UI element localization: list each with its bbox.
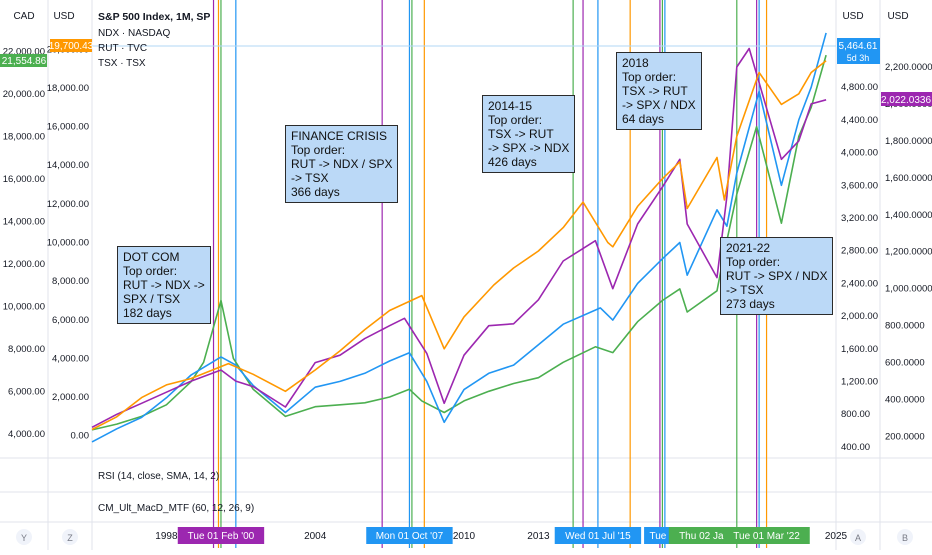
spx-price-tag: 5,464.61 xyxy=(839,41,878,52)
date-tag-bg xyxy=(554,527,642,544)
axis-tick-spx_usd: 3,600.00 xyxy=(841,180,878,191)
axis-tick-cad: 18,000.00 xyxy=(3,131,45,142)
date-tag-bg xyxy=(177,527,265,544)
annotation-2014-15[interactable]: 2014-15 Top order: TSX -> RUT -> SPX -> … xyxy=(482,95,576,173)
z-button-bg xyxy=(62,529,78,545)
annotation-dot-com[interactable]: DOT COM Top order: RUT -> NDX -> SPX / T… xyxy=(117,246,211,324)
axis-tick-ndx_usd: 14,000.00 xyxy=(47,160,89,171)
axis-tick-rut_usd: 200.0000 xyxy=(885,432,925,443)
cad-axis: 4,000.00 6,000.00 8,000.00 10,000.00 12,000.… xyxy=(3,46,45,440)
axis-tick-cad: 16,000.00 xyxy=(3,174,45,185)
axis-tick-spx_usd: 2,800.00 xyxy=(841,246,878,257)
axis-tick-spx_usd: 1,200.00 xyxy=(841,376,878,387)
axis-tick-rut_usd: 400.0000 xyxy=(885,395,925,406)
axis-tick-spx_usd: 2,000.00 xyxy=(841,311,878,322)
spx-usd-axis: 400.00 800.00 1,200.00 1,600.00 2,000.00 2,40… xyxy=(841,82,878,453)
ndx-price-tag-bg xyxy=(50,39,92,52)
date-tag: Tue 01 Mar '22 xyxy=(733,531,800,542)
axis-tick-spx_usd: 1,600.00 xyxy=(841,344,878,355)
axis-tick-cad: 14,000.00 xyxy=(3,216,45,227)
series-line-rut_usd xyxy=(91,47,827,429)
axis-tick-ndx_usd: 16,000.00 xyxy=(47,122,89,133)
date-tag: Tue 01 Feb '00 xyxy=(188,531,255,542)
axis-tick-cad: 22,000.00 xyxy=(3,46,45,57)
axis-tick-spx_usd: 4,000.00 xyxy=(841,148,878,159)
axis-tick-rut_usd: 1,200.0000 xyxy=(885,247,932,258)
usd-axis-tab[interactable]: USD xyxy=(53,11,74,22)
x-tick-label: 1998 xyxy=(155,531,178,542)
rsi-label[interactable]: RSI (14, close, SMA, 14, 2) xyxy=(98,471,219,482)
axis-tick-rut_usd: 600.0000 xyxy=(885,358,925,369)
axis-tick-rut_usd: 2,200.0000 xyxy=(885,62,932,73)
z-button[interactable]: Z xyxy=(67,533,73,543)
top-marker-lines xyxy=(212,0,768,548)
date-tag: Wed 01 Jul '15 xyxy=(565,531,631,542)
date-tag: Mon 01 Oct '07 xyxy=(376,531,444,542)
axis-tick-spx_usd: 4,400.00 xyxy=(841,115,878,126)
spx-countdown: 5d 3h xyxy=(847,53,870,63)
cad-axis-tab[interactable]: CAD xyxy=(13,11,34,22)
axis-tick-ndx_usd: 10,000.00 xyxy=(47,238,89,249)
legend-title: S&P 500 Index, 1M, SP xyxy=(98,11,210,23)
date-tag-bg xyxy=(723,527,810,544)
axis-tick-cad: 6,000.00 xyxy=(8,386,45,397)
spx-price-tag-bg xyxy=(837,38,880,64)
legend-rut: RUT · TVC xyxy=(98,43,147,54)
axis-tick-rut_usd: 1,800.0000 xyxy=(885,136,932,147)
series-line-cad xyxy=(91,60,827,431)
axis-tick-cad: 12,000.00 xyxy=(3,259,45,270)
date-tag-bg xyxy=(366,527,453,544)
usd-right-axis-tab[interactable]: USD xyxy=(842,11,863,22)
a-button-bg xyxy=(850,529,866,545)
axis-tick-spx_usd: 2,400.00 xyxy=(841,278,878,289)
axis-tick-ndx_usd: 4,000.00 xyxy=(52,353,89,364)
tsx-price-tag-bg xyxy=(0,54,47,67)
x-tick-label: 2004 xyxy=(304,531,327,542)
axis-tick-ndx_usd: 12,000.00 xyxy=(47,199,89,210)
x-tick-label: 2010 xyxy=(453,531,476,542)
legend-tsx: TSX · TSX xyxy=(98,58,146,69)
axis-tick-ndx_usd: 0.00 xyxy=(71,431,90,442)
annotation-2021-22[interactable]: 2021-22 Top order: RUT -> SPX / NDX -> T… xyxy=(720,237,834,315)
axis-tick-spx_usd: 3,200.00 xyxy=(841,213,878,224)
axis-tick-ndx_usd: 8,000.00 xyxy=(52,276,89,287)
axis-tick-spx_usd: 4,800.00 xyxy=(841,82,878,93)
annotation-finance-crisis[interactable]: FINANCE CRISIS Top order: RUT -> NDX / S… xyxy=(285,125,399,203)
b-button[interactable]: B xyxy=(902,533,908,543)
date-tag: Tue 04 xyxy=(649,531,680,542)
x-tick-label: 2025 xyxy=(825,531,848,542)
y-button[interactable]: Y xyxy=(21,533,27,543)
annotation-2018[interactable]: 2018 Top order: TSX -> RUT -> SPX / NDX … xyxy=(616,52,702,130)
tsx-price-tag: 21,554.86 xyxy=(2,56,47,67)
date-tag: Thu 02 Jan '20 xyxy=(679,531,745,542)
axis-tick-rut_usd: 1,600.0000 xyxy=(885,173,932,184)
b-button-bg xyxy=(897,529,913,545)
axis-tick-rut_usd: 1,000.0000 xyxy=(885,284,932,295)
axis-tick-spx_usd: 800.00 xyxy=(841,409,870,420)
axis-tick-rut_usd: 1,400.0000 xyxy=(885,210,932,221)
usd-far-right-axis-tab[interactable]: USD xyxy=(887,11,908,22)
axis-tick-cad: 20,000.00 xyxy=(3,89,45,100)
series-line-spx_usd xyxy=(91,32,827,443)
macd-label[interactable]: CM_Ult_MacD_MTF (60, 12, 26, 9) xyxy=(98,503,254,514)
time-axis: 1998 2004 2010 2013 2025 xyxy=(155,531,847,542)
rut-price-tag: 2,022.0336 xyxy=(881,95,931,106)
axis-tick-ndx_usd: 6,000.00 xyxy=(52,315,89,326)
x-tick-label: 2013 xyxy=(527,531,550,542)
axis-tick-ndx_usd: 2,000.00 xyxy=(52,392,89,403)
legend-ndx: NDX · NASDAQ xyxy=(98,28,170,39)
axis-tick-cad: 10,000.00 xyxy=(3,301,45,312)
axis-tick-ndx_usd: 18,000.00 xyxy=(47,83,89,94)
axis-tick-cad: 8,000.00 xyxy=(8,344,45,355)
axis-tick-cad: 4,000.00 xyxy=(8,429,45,440)
rut-price-tag-bg xyxy=(881,92,932,106)
y-button-bg xyxy=(16,529,32,545)
ndx-price-tag: 19,700.43 xyxy=(49,41,94,52)
axis-tick-rut_usd: 800.0000 xyxy=(885,321,925,332)
axis-tick-spx_usd: 400.00 xyxy=(841,442,870,453)
a-button[interactable]: A xyxy=(855,533,861,543)
